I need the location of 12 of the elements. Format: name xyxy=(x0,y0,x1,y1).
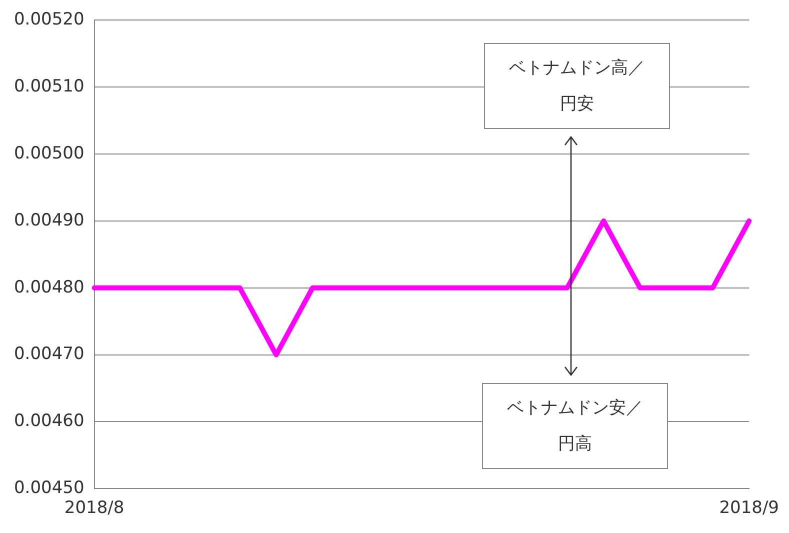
y-tick-label: 0.00500 xyxy=(14,143,84,164)
y-tick-label: 0.00470 xyxy=(14,344,84,364)
x-tick-label: 2018/9 xyxy=(719,498,780,518)
annotation: ベトナムドン高／円安 xyxy=(508,57,646,116)
y-tick-label: 0.00520 xyxy=(14,10,84,30)
y-tick-label: 0.00460 xyxy=(14,411,84,432)
annotation: ベトナムドン安／円高 xyxy=(506,397,644,456)
y-tick-label: 0.00510 xyxy=(14,76,84,97)
y-tick-label: 0.00480 xyxy=(14,277,84,298)
y-tick-label: 0.00490 xyxy=(14,210,84,230)
y-tick-label: 0.00450 xyxy=(14,478,84,498)
x-tick-label: 2018/8 xyxy=(64,498,124,518)
